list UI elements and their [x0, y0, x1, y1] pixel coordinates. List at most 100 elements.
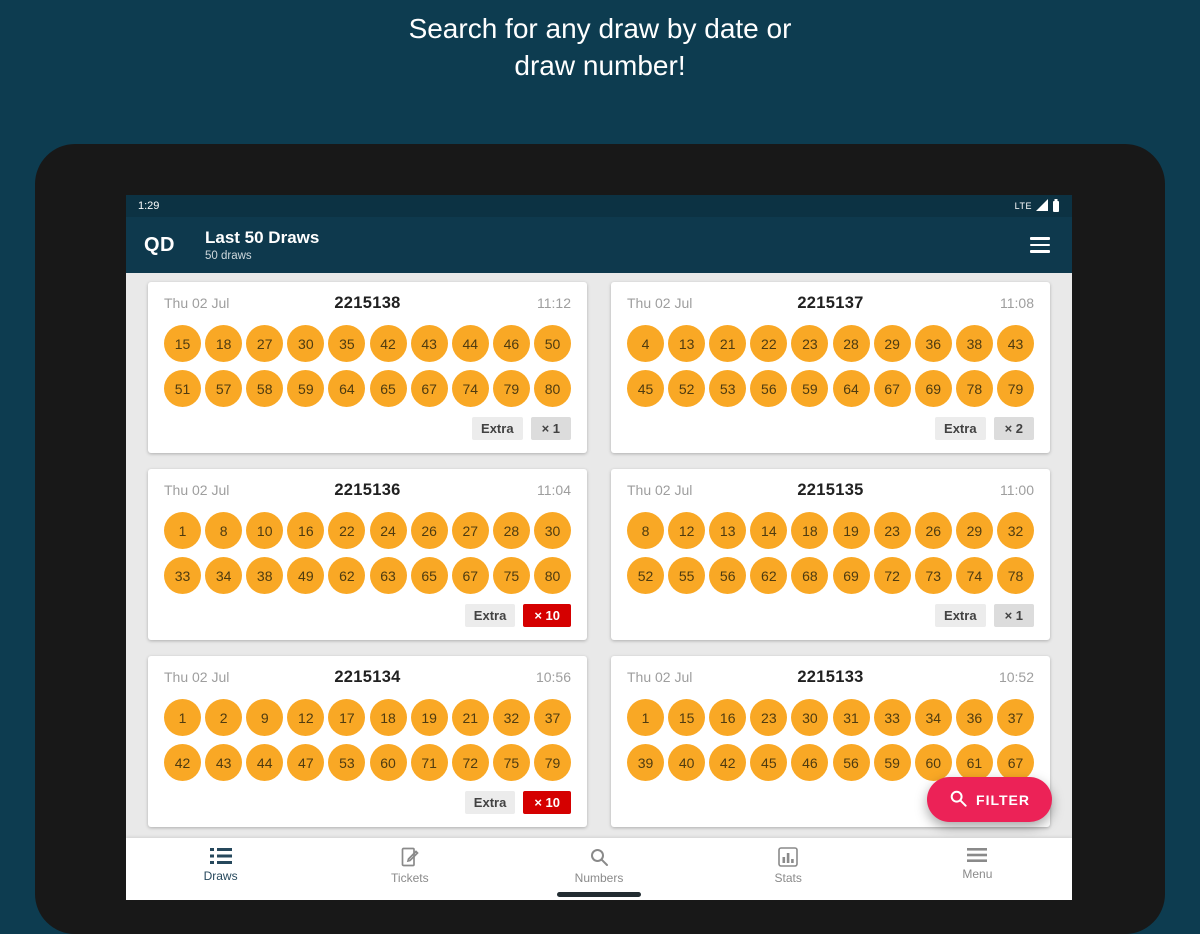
- number-ball: 2: [205, 699, 243, 736]
- nav-item-tickets[interactable]: Tickets: [315, 838, 504, 900]
- number-ball: 67: [996, 744, 1034, 781]
- number-ball: 65: [410, 557, 448, 594]
- nav-label: Tickets: [391, 871, 429, 885]
- number-ball: 59: [287, 370, 325, 407]
- number-ball: 22: [750, 325, 788, 362]
- number-ball: 75: [492, 557, 530, 594]
- bottom-nav: Draws Tickets Numbers: [126, 838, 1072, 900]
- numbers-row-2: 33 34 38 49 62 63 65 67 75 80: [164, 557, 571, 594]
- number-ball: 13: [709, 512, 747, 549]
- home-indicator[interactable]: [557, 892, 641, 897]
- draw-date: Thu 02 Jul: [164, 482, 230, 498]
- hero-text: Search for any draw by date or draw numb…: [0, 10, 1200, 84]
- nav-item-draws[interactable]: Draws: [126, 838, 315, 900]
- number-ball: 69: [832, 557, 870, 594]
- extra-label: Extra: [472, 417, 523, 440]
- overflow-menu-icon[interactable]: [1026, 233, 1054, 257]
- number-ball: 38: [955, 325, 993, 362]
- number-ball: 79: [996, 370, 1034, 407]
- extra-label: Extra: [464, 604, 516, 627]
- draw-card[interactable]: Thu 02 Jul 2215135 11:00 8 12 13 14 18 19 23 26…: [611, 469, 1050, 640]
- number-ball: 34: [205, 557, 243, 594]
- number-ball: 28: [832, 325, 870, 362]
- number-ball: 73: [914, 557, 952, 594]
- number-ball: 33: [164, 557, 201, 594]
- number-ball: 18: [791, 512, 829, 549]
- draw-number: 2215137: [797, 294, 864, 312]
- numbers-row-1: 1 8 10 16 22 24 26 27 28 30: [164, 512, 571, 549]
- draw-time: 11:12: [537, 295, 571, 311]
- signal-icon: [1036, 199, 1048, 213]
- draw-time: 10:56: [535, 669, 571, 685]
- multiplier-chip: × 2: [993, 417, 1034, 440]
- number-ball: 30: [791, 699, 829, 736]
- number-ball: 75: [492, 744, 530, 781]
- number-ball: 1: [627, 699, 664, 736]
- number-ball: 65: [369, 370, 407, 407]
- numbers-row-1: 15 18 27 30 35 42 43 44 46 50: [164, 325, 571, 362]
- status-bar: 1:29 LTE: [126, 195, 1072, 217]
- draw-number: 2215134: [334, 668, 401, 686]
- draw-card[interactable]: Thu 02 Jul 2215138 11:12 15 18 27 30 35 42 43 4…: [148, 282, 587, 453]
- draw-card[interactable]: Thu 02 Jul 2215133 10:52 1 15 16 23 30 31 33 34…: [611, 656, 1050, 827]
- multiplier-chip: × 10: [523, 791, 571, 814]
- multiplier-chip: × 1: [993, 604, 1034, 627]
- number-ball: 42: [369, 325, 407, 362]
- number-ball: 53: [709, 370, 747, 407]
- draw-card[interactable]: Thu 02 Jul 2215136 11:04 1 8 10 16 22 24 26 27 2…: [148, 469, 587, 640]
- draws-list-icon: [209, 847, 232, 865]
- number-ball: 56: [750, 370, 788, 407]
- number-ball: 80: [533, 370, 571, 407]
- number-ball: 79: [492, 370, 530, 407]
- draw-card[interactable]: Thu 02 Jul 2215137 11:08 4 13 21 22 23 28 29 36…: [611, 282, 1050, 453]
- draw-card[interactable]: Thu 02 Jul 2215134 10:56 1 2 9 12 17 18 19 21 32…: [148, 656, 587, 827]
- number-ball: 47: [287, 744, 325, 781]
- numbers-row-2: 39 40 42 45 46 56 59 60 61 67: [627, 744, 1034, 781]
- nav-item-numbers[interactable]: Numbers: [504, 838, 693, 900]
- number-ball: 64: [832, 370, 870, 407]
- number-ball: 46: [492, 325, 530, 362]
- numbers-row-2: 51 57 58 59 64 65 67 74 79 80: [164, 370, 571, 407]
- filter-button[interactable]: FILTER: [927, 777, 1052, 822]
- number-ball: 80: [533, 557, 571, 594]
- number-ball: 60: [369, 744, 407, 781]
- number-ball: 58: [246, 370, 284, 407]
- nav-item-stats[interactable]: Stats: [694, 838, 883, 900]
- app-bar: QD Last 50 Draws 50 draws: [126, 217, 1072, 273]
- nav-item-menu[interactable]: Menu: [883, 838, 1072, 900]
- number-ball: 45: [750, 744, 788, 781]
- number-ball: 32: [492, 699, 530, 736]
- draw-card-header: Thu 02 Jul 2215137 11:08: [627, 294, 1034, 313]
- extra-row: Extra × 1: [627, 603, 1034, 628]
- number-ball: 23: [791, 325, 829, 362]
- number-ball: 51: [164, 370, 201, 407]
- draw-time: 11:00: [1000, 482, 1034, 498]
- extra-row: Extra × 1: [164, 416, 571, 441]
- number-ball: 56: [709, 557, 747, 594]
- draw-time: 10:52: [998, 669, 1034, 685]
- number-ball: 67: [873, 370, 911, 407]
- nav-label: Stats: [774, 871, 802, 885]
- number-ball: 27: [246, 325, 284, 362]
- extra-label: Extra: [935, 417, 986, 440]
- draw-number: 2215133: [797, 668, 864, 686]
- number-ball: 44: [451, 325, 489, 362]
- number-ball: 13: [668, 325, 706, 362]
- number-ball: 36: [955, 699, 993, 736]
- number-ball: 74: [451, 370, 489, 407]
- number-ball: 43: [410, 325, 448, 362]
- draw-date: Thu 02 Jul: [627, 482, 693, 498]
- number-ball: 72: [451, 744, 489, 781]
- number-ball: 23: [873, 512, 911, 549]
- number-ball: 50: [533, 325, 571, 362]
- number-ball: 16: [287, 512, 325, 549]
- number-ball: 22: [328, 512, 366, 549]
- nav-label: Draws: [203, 869, 238, 883]
- number-ball: 9: [246, 699, 284, 736]
- draw-number: 2215135: [797, 481, 864, 499]
- extra-label: Extra: [935, 604, 986, 627]
- battery-icon: [1052, 198, 1060, 214]
- draw-number: 2215138: [334, 294, 401, 312]
- number-ball: 56: [832, 744, 870, 781]
- nav-label: Numbers: [574, 871, 624, 885]
